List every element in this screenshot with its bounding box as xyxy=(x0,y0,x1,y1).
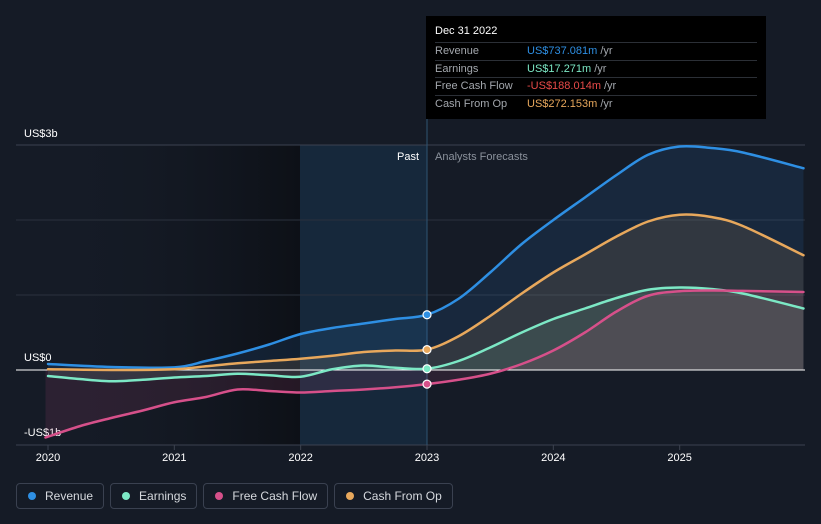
tooltip-unit: /yr xyxy=(600,97,613,110)
x-tick-label: 2020 xyxy=(36,452,60,464)
tooltip: Dec 31 2022 Revenue US$737.081m /yr Earn… xyxy=(426,16,766,119)
revenue-dot-icon xyxy=(28,492,36,500)
tooltip-row-earnings: Earnings US$17.271m /yr xyxy=(435,59,757,78)
tooltip-label: Earnings xyxy=(435,62,479,75)
cash-from-op-dot-icon xyxy=(346,492,355,500)
y-label-top: US$3b xyxy=(24,128,58,140)
past-label: Past xyxy=(397,151,419,163)
x-tick-label: 2022 xyxy=(288,452,312,464)
free-cash-flow-dot-icon xyxy=(215,492,224,500)
earnings-area xyxy=(48,287,804,382)
tooltip-value: US$17.271m xyxy=(527,62,592,75)
tooltip-value: US$272.153m xyxy=(527,97,598,110)
earnings-line xyxy=(46,286,805,383)
tooltip-row-revenue: Revenue US$737.081m /yr xyxy=(435,42,757,60)
tooltip-date: Dec 31 2022 xyxy=(435,25,498,37)
free-cash-flow-line xyxy=(44,289,805,439)
legend-item-earnings[interactable]: Earnings xyxy=(110,483,198,509)
tooltip-unit: /yr xyxy=(594,62,607,75)
tooltip-value: US$737.081m xyxy=(527,45,598,58)
tooltip-row-cash-from-op: Cash From Op US$272.153m /yr xyxy=(435,94,757,113)
revenue-line xyxy=(46,144,805,370)
earnings-marker[interactable] xyxy=(422,364,432,374)
legend-label: Cash From Op xyxy=(363,489,442,503)
tooltip-label: Cash From Op xyxy=(435,97,508,110)
forecast-label: Analysts Forecasts xyxy=(435,151,528,163)
legend: Revenue Earnings Free Cash Flow Cash Fro… xyxy=(16,483,453,509)
tooltip-label: Free Cash Flow xyxy=(435,80,513,93)
tooltip-row-free-cash-flow: Free Cash Flow -US$188.014m /yr xyxy=(435,77,757,95)
legend-label: Free Cash Flow xyxy=(232,489,318,503)
cash-from-op-area xyxy=(48,214,804,370)
legend-item-revenue[interactable]: Revenue xyxy=(16,483,105,509)
y-label-zero: US$0 xyxy=(24,352,52,364)
tooltip-unit: /yr xyxy=(604,80,617,93)
x-tick-label: 2021 xyxy=(162,452,186,464)
x-tick-label: 2025 xyxy=(667,452,691,464)
tooltip-label: Revenue xyxy=(435,45,480,58)
cash-from-op-line xyxy=(46,213,805,372)
free-cash-flow-area xyxy=(45,290,804,438)
legend-label: Earnings xyxy=(139,489,187,503)
legend-item-free-cash-flow[interactable]: Free Cash Flow xyxy=(203,483,329,509)
x-tick-label: 2024 xyxy=(541,452,565,464)
free-cash-flow-marker[interactable] xyxy=(422,379,432,389)
legend-item-cash-from-op[interactable]: Cash From Op xyxy=(334,483,453,509)
earnings-dot-icon xyxy=(122,492,131,500)
revenue-marker[interactable] xyxy=(422,310,432,320)
legend-label: Revenue xyxy=(45,489,94,503)
x-tick-label: 2023 xyxy=(415,452,439,464)
tooltip-unit: /yr xyxy=(600,45,613,58)
cash-from-op-marker[interactable] xyxy=(422,345,432,355)
tooltip-value: -US$188.014m xyxy=(527,80,601,93)
